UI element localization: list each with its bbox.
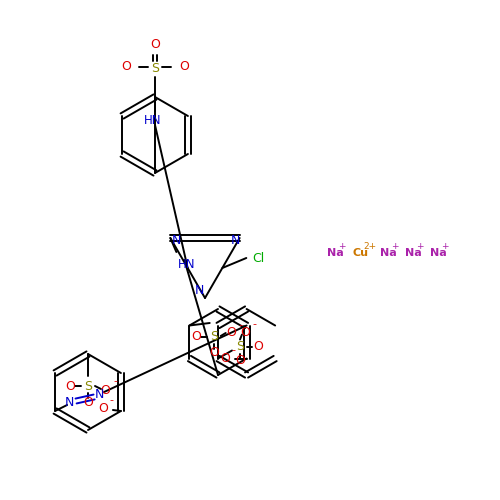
Text: S: S xyxy=(84,380,92,392)
Text: +: + xyxy=(338,242,346,251)
Text: O: O xyxy=(235,354,245,367)
Text: N: N xyxy=(231,234,240,246)
Text: O: O xyxy=(150,38,160,52)
Text: Na: Na xyxy=(405,248,422,258)
Text: O: O xyxy=(191,330,200,344)
Text: S: S xyxy=(236,340,244,353)
Text: N: N xyxy=(94,388,104,402)
Text: S: S xyxy=(151,62,159,76)
Text: HN: HN xyxy=(144,114,162,128)
Text: O: O xyxy=(98,402,108,415)
Text: O: O xyxy=(179,60,189,74)
Text: -: - xyxy=(232,346,235,356)
Text: O: O xyxy=(65,380,75,392)
Text: -: - xyxy=(110,395,114,405)
Text: Cl: Cl xyxy=(252,252,264,264)
Text: O: O xyxy=(253,340,263,353)
Text: +: + xyxy=(391,242,398,251)
Text: -: - xyxy=(113,376,117,386)
Text: +: + xyxy=(441,242,448,251)
Text: O: O xyxy=(121,60,131,74)
Text: Na: Na xyxy=(380,248,397,258)
Text: S: S xyxy=(210,330,218,344)
Text: +: + xyxy=(416,242,424,251)
Text: O: O xyxy=(226,326,235,340)
Text: HN: HN xyxy=(178,258,195,270)
Text: N: N xyxy=(172,234,181,246)
Text: O: O xyxy=(240,326,250,339)
Text: N: N xyxy=(194,284,203,296)
Text: O: O xyxy=(220,352,230,365)
Text: O: O xyxy=(209,346,218,360)
Text: N: N xyxy=(64,396,74,409)
Text: -: - xyxy=(252,320,256,330)
Text: 2+: 2+ xyxy=(364,242,376,251)
Text: -: - xyxy=(238,320,242,330)
Text: O: O xyxy=(83,396,93,408)
Text: Na: Na xyxy=(430,248,447,258)
Text: O: O xyxy=(100,384,110,396)
Text: Na: Na xyxy=(328,248,344,258)
Text: Cu: Cu xyxy=(352,248,368,258)
